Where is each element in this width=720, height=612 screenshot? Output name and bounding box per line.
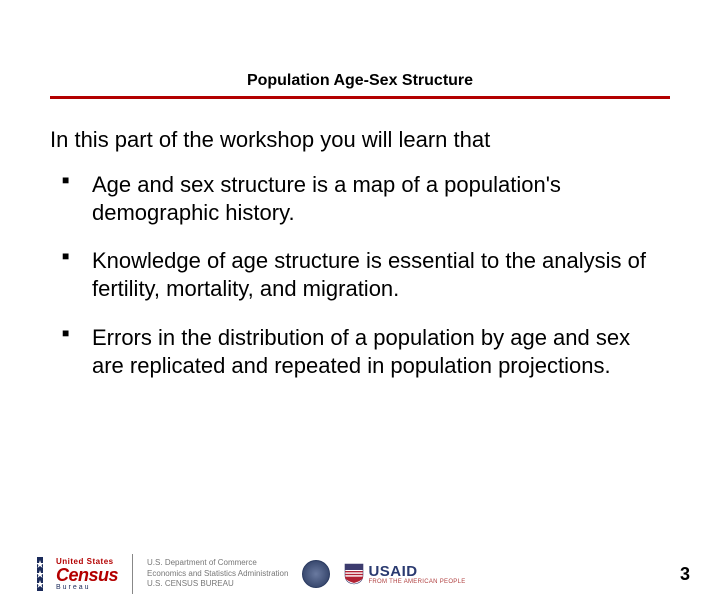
- commerce-line3: U.S. CENSUS BUREAU: [147, 579, 288, 589]
- census-text: United States Census Bureau: [56, 558, 118, 591]
- bullet-text: Errors in the distribution of a populati…: [92, 325, 630, 378]
- usaid-text: USAID FROM THE AMERICAN PEOPLE: [368, 564, 465, 585]
- census-stars-icon: [30, 557, 50, 591]
- usaid-big: USAID: [368, 564, 465, 579]
- census-line1: United States: [56, 558, 118, 566]
- logo-row: United States Census Bureau U.S. Departm…: [30, 554, 466, 594]
- census-line3: Bureau: [56, 584, 118, 591]
- bullet-item: Knowledge of age structure is essential …: [62, 247, 658, 303]
- intro-text: In this part of the workshop you will le…: [50, 127, 670, 153]
- logo-divider: [132, 554, 133, 594]
- bullet-text: Age and sex structure is a map of a popu…: [92, 172, 561, 225]
- census-logo: United States Census Bureau: [30, 557, 118, 591]
- usaid-shield-icon: [344, 563, 364, 585]
- title-underline: [50, 96, 670, 99]
- bullet-item: Errors in the distribution of a populati…: [62, 324, 658, 380]
- commerce-line2: Economics and Statistics Administration: [147, 569, 288, 579]
- census-line2: Census: [56, 566, 118, 584]
- title-block: Population Age-Sex Structure: [50, 72, 670, 99]
- slide: Population Age-Sex Structure In this par…: [0, 72, 720, 612]
- slide-title: Population Age-Sex Structure: [50, 72, 670, 96]
- bullet-list: Age and sex structure is a map of a popu…: [62, 171, 658, 380]
- seal-icon: [302, 560, 330, 588]
- page-number: 3: [680, 564, 690, 585]
- bullet-item: Age and sex structure is a map of a popu…: [62, 171, 658, 227]
- usaid-logo: USAID FROM THE AMERICAN PEOPLE: [344, 563, 465, 585]
- footer: United States Census Bureau U.S. Departm…: [30, 554, 690, 594]
- bullet-text: Knowledge of age structure is essential …: [92, 248, 646, 301]
- usaid-small: FROM THE AMERICAN PEOPLE: [368, 579, 465, 585]
- commerce-line1: U.S. Department of Commerce: [147, 558, 288, 568]
- commerce-text: U.S. Department of Commerce Economics an…: [147, 558, 288, 589]
